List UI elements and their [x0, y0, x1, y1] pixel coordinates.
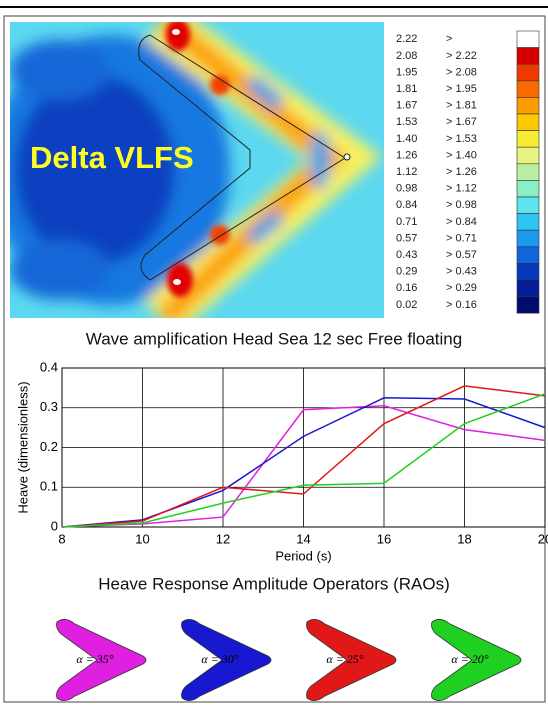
legend-upper: > — [446, 33, 452, 45]
series-line — [61, 405, 546, 528]
heatmap-label: Delta VLFS — [30, 140, 194, 175]
legend-lower: 0.84 — [396, 199, 417, 211]
legend: 2.22 >2.08 > 2.22 1.95 > 2.08 1.81 > 1.95 1.67 >… — [396, 30, 540, 314]
legend-lower: 2.08 — [396, 50, 417, 62]
y-axis-label: Heave (dimensionless) — [15, 381, 30, 513]
heatmap: Delta VLFS — [10, 22, 384, 318]
legend-swatch — [516, 130, 540, 148]
legend-upper: > 1.53 — [446, 133, 477, 145]
legend-swatch — [516, 279, 540, 297]
legend-swatch — [516, 196, 540, 214]
legend-lower: 1.12 — [396, 166, 417, 178]
legend-lower: 0.02 — [396, 299, 417, 311]
legend-lower: 1.95 — [396, 66, 417, 78]
legend-upper: > 0.71 — [446, 232, 477, 244]
y-tick-label: 0 — [51, 518, 58, 533]
legend-swatch — [516, 97, 540, 115]
legend-lower: 0.29 — [396, 266, 417, 278]
legend-lower: 0.98 — [396, 183, 417, 195]
shape-label: α = 20° — [451, 652, 488, 666]
chevron-shape — [431, 619, 522, 701]
legend-swatch — [516, 180, 540, 198]
legend-lower: 1.53 — [396, 116, 417, 128]
legend-upper: > 0.16 — [446, 299, 477, 311]
legend-lower: 0.71 — [396, 216, 417, 228]
legend-swatch — [516, 30, 540, 48]
legend-upper: > 0.84 — [446, 216, 477, 228]
legend-lower: 2.22 — [396, 33, 417, 45]
legend-upper: > 2.08 — [446, 66, 477, 78]
x-tick-label: 10 — [135, 531, 149, 546]
heatmap-peaks — [166, 22, 230, 297]
chevron-shape — [56, 619, 147, 701]
y-tick-label: 0.4 — [40, 359, 58, 374]
chart-title: Heave Response Amplitude Operators (RAOs… — [98, 574, 450, 593]
legend-swatch — [516, 163, 540, 181]
heatmap-caption: Wave amplification Head Sea 12 sec Free … — [86, 329, 462, 348]
x-tick-label: 8 — [58, 531, 65, 546]
legend-lower: 1.67 — [396, 100, 417, 112]
legend-lower: 0.57 — [396, 232, 417, 244]
y-tick-label: 0.3 — [40, 399, 58, 414]
y-tick-label: 0.2 — [40, 439, 58, 454]
legend-swatch — [516, 146, 540, 165]
x-tick-label: 18 — [457, 531, 471, 546]
y-tick-label: 0.1 — [40, 479, 58, 494]
x-tick-label: 20 — [538, 531, 548, 546]
series-line — [61, 385, 546, 528]
legend-swatch — [516, 113, 540, 131]
marker — [343, 153, 351, 161]
legend-bg — [384, 22, 541, 318]
legend-upper: > 1.26 — [446, 166, 477, 178]
legend-upper: > 2.22 — [446, 50, 477, 62]
legend-swatch — [516, 229, 540, 248]
legend-swatch — [516, 213, 540, 231]
peak — [172, 29, 180, 35]
legend-swatch — [516, 263, 540, 281]
shape-label: α = 35° — [76, 652, 113, 666]
legend-upper: > 1.40 — [446, 149, 477, 161]
shape-row: α = 35° α = 30° α = 25° α = 20° — [56, 619, 522, 701]
legend-upper: > 1.95 — [446, 83, 477, 95]
frame — [3, 15, 546, 703]
legend-upper: > 0.43 — [446, 266, 477, 278]
series-line — [61, 393, 546, 528]
x-tick-label: 16 — [377, 531, 391, 546]
x-tick-label: 12 — [216, 531, 230, 546]
legend-swatch — [516, 80, 540, 98]
legend-upper: > 1.81 — [446, 100, 477, 112]
line-chart: 0 0.1 0.2 0.3 0.4 8 10 12 14 16 18 20 Period (s) Heav… — [15, 359, 548, 593]
legend-swatch — [516, 296, 540, 314]
chevron-shape — [306, 619, 397, 701]
legend-lower: 0.43 — [396, 249, 417, 261]
legend-lower: 0.16 — [396, 282, 417, 294]
series-line — [61, 397, 546, 528]
x-axis-label: Period (s) — [275, 548, 331, 563]
peak — [173, 279, 181, 285]
legend-lower: 1.26 — [396, 149, 417, 161]
legend-upper: > 0.57 — [446, 249, 477, 261]
shape-label: α = 30° — [201, 652, 238, 666]
legend-swatch — [516, 47, 540, 65]
legend-swatch — [516, 63, 540, 82]
legend-upper: > 0.98 — [446, 199, 477, 211]
x-tick-label: 14 — [296, 531, 310, 546]
legend-lower: 1.81 — [396, 83, 417, 95]
shape-label: α = 25° — [326, 652, 363, 666]
legend-upper: > 1.67 — [446, 116, 477, 128]
chevron-shape — [181, 619, 272, 701]
legend-upper: > 1.12 — [446, 183, 477, 195]
legend-lower: 1.40 — [396, 133, 417, 145]
legend-swatch — [516, 246, 540, 264]
vessel-outline — [138, 34, 346, 281]
legend-upper: > 0.29 — [446, 282, 477, 294]
